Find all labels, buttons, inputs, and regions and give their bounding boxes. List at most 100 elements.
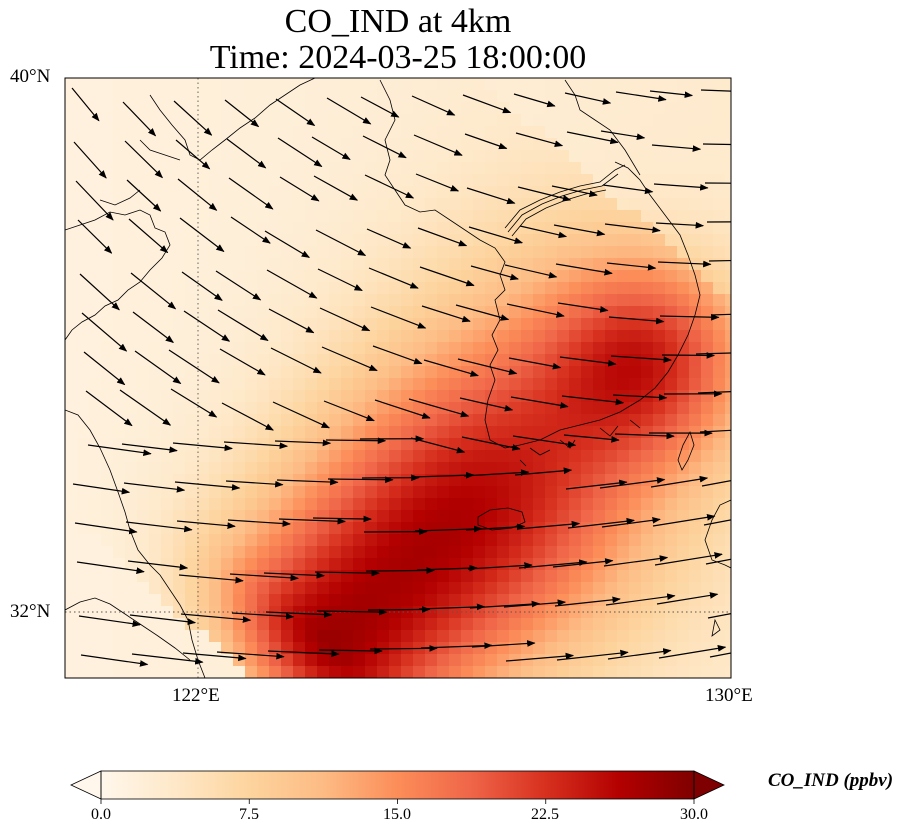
concentration-cell [641, 318, 654, 331]
colorbar-tick-label: 22.5 [531, 806, 559, 823]
concentration-cell [437, 294, 450, 307]
concentration-cell [569, 630, 582, 643]
concentration-cell [401, 498, 414, 511]
concentration-cell [149, 594, 162, 607]
concentration-cell [161, 450, 174, 463]
concentration-cell [437, 318, 450, 331]
concentration-cell [89, 78, 102, 91]
concentration-cell [257, 486, 270, 499]
concentration-cell [413, 186, 426, 199]
concentration-cell [725, 246, 731, 259]
concentration-cell [353, 210, 366, 223]
concentration-cell [125, 402, 138, 415]
concentration-cell [245, 402, 258, 415]
concentration-cell [137, 546, 150, 559]
concentration-cell [473, 306, 486, 319]
concentration-cell [125, 258, 138, 271]
concentration-cell [437, 126, 450, 139]
concentration-cell [77, 102, 90, 115]
concentration-cell [713, 546, 726, 559]
concentration-cell [389, 534, 402, 547]
concentration-cell [665, 558, 678, 571]
wind-vector-arrow [121, 443, 178, 454]
concentration-cell [77, 126, 90, 139]
concentration-cell [713, 486, 726, 499]
concentration-cell [161, 642, 174, 655]
wind-vector-arrow [701, 479, 731, 487]
wind-vector-arrow [417, 227, 468, 247]
concentration-cell [653, 426, 666, 439]
concentration-cell [641, 402, 654, 415]
concentration-cell [173, 654, 186, 667]
concentration-cell [341, 222, 354, 235]
concentration-cell [329, 210, 342, 223]
concentration-cell [377, 426, 390, 439]
concentration-cell [461, 378, 474, 391]
concentration-cell [497, 162, 510, 175]
concentration-cell [653, 546, 666, 559]
concentration-cell [317, 402, 330, 415]
concentration-cell [221, 198, 234, 211]
concentration-cell [725, 450, 731, 463]
concentration-cell [101, 450, 114, 463]
concentration-cell [257, 246, 270, 259]
concentration-cell [149, 342, 162, 355]
concentration-cell [485, 414, 498, 427]
concentration-cell [461, 282, 474, 295]
wind-vector-arrow [599, 477, 666, 489]
concentration-cell [293, 570, 306, 583]
concentration-cell [209, 498, 222, 511]
wind-vector-arrow [557, 302, 609, 313]
concentration-cell [485, 138, 498, 151]
concentration-cell [557, 606, 570, 619]
concentration-cell [317, 330, 330, 343]
concentration-cell [149, 90, 162, 103]
concentration-cell [233, 498, 246, 511]
concentration-cell [281, 414, 294, 427]
concentration-cell [641, 198, 654, 211]
concentration-cell [401, 306, 414, 319]
concentration-cell [377, 462, 390, 475]
concentration-cell [269, 438, 282, 451]
concentration-cell [497, 498, 510, 511]
concentration-cell [305, 378, 318, 391]
wind-vector-arrow [72, 483, 131, 495]
concentration-cell [461, 342, 474, 355]
concentration-cell [269, 354, 282, 367]
concentration-cell [173, 474, 186, 487]
concentration-cell [341, 474, 354, 487]
concentration-cell [389, 630, 402, 643]
concentration-cell [545, 594, 558, 607]
concentration-cell [77, 534, 90, 547]
concentration-cell [341, 294, 354, 307]
concentration-cell [353, 186, 366, 199]
concentration-cell [185, 330, 198, 343]
concentration-cell [209, 594, 222, 607]
concentration-cell [569, 570, 582, 583]
concentration-cell [101, 354, 114, 367]
concentration-cell [713, 414, 726, 427]
concentration-cell [377, 594, 390, 607]
concentration-cell [569, 510, 582, 523]
concentration-cell [425, 342, 438, 355]
concentration-cell [137, 306, 150, 319]
concentration-cell [209, 462, 222, 475]
concentration-cell [317, 426, 330, 439]
concentration-cell [245, 558, 258, 571]
concentration-cell [629, 354, 642, 367]
concentration-cell [449, 534, 462, 547]
concentration-cell [353, 390, 366, 403]
concentration-cell [281, 438, 294, 451]
concentration-cell [521, 414, 534, 427]
concentration-cell [65, 534, 78, 547]
map-frame [64, 77, 732, 679]
concentration-cell [149, 186, 162, 199]
concentration-cell [281, 90, 294, 103]
concentration-cell [77, 474, 90, 487]
concentration-cell [425, 246, 438, 259]
concentration-cell [341, 90, 354, 103]
concentration-cell [257, 390, 270, 403]
concentration-cell [221, 486, 234, 499]
concentration-cell [89, 162, 102, 175]
concentration-cell [65, 582, 78, 595]
